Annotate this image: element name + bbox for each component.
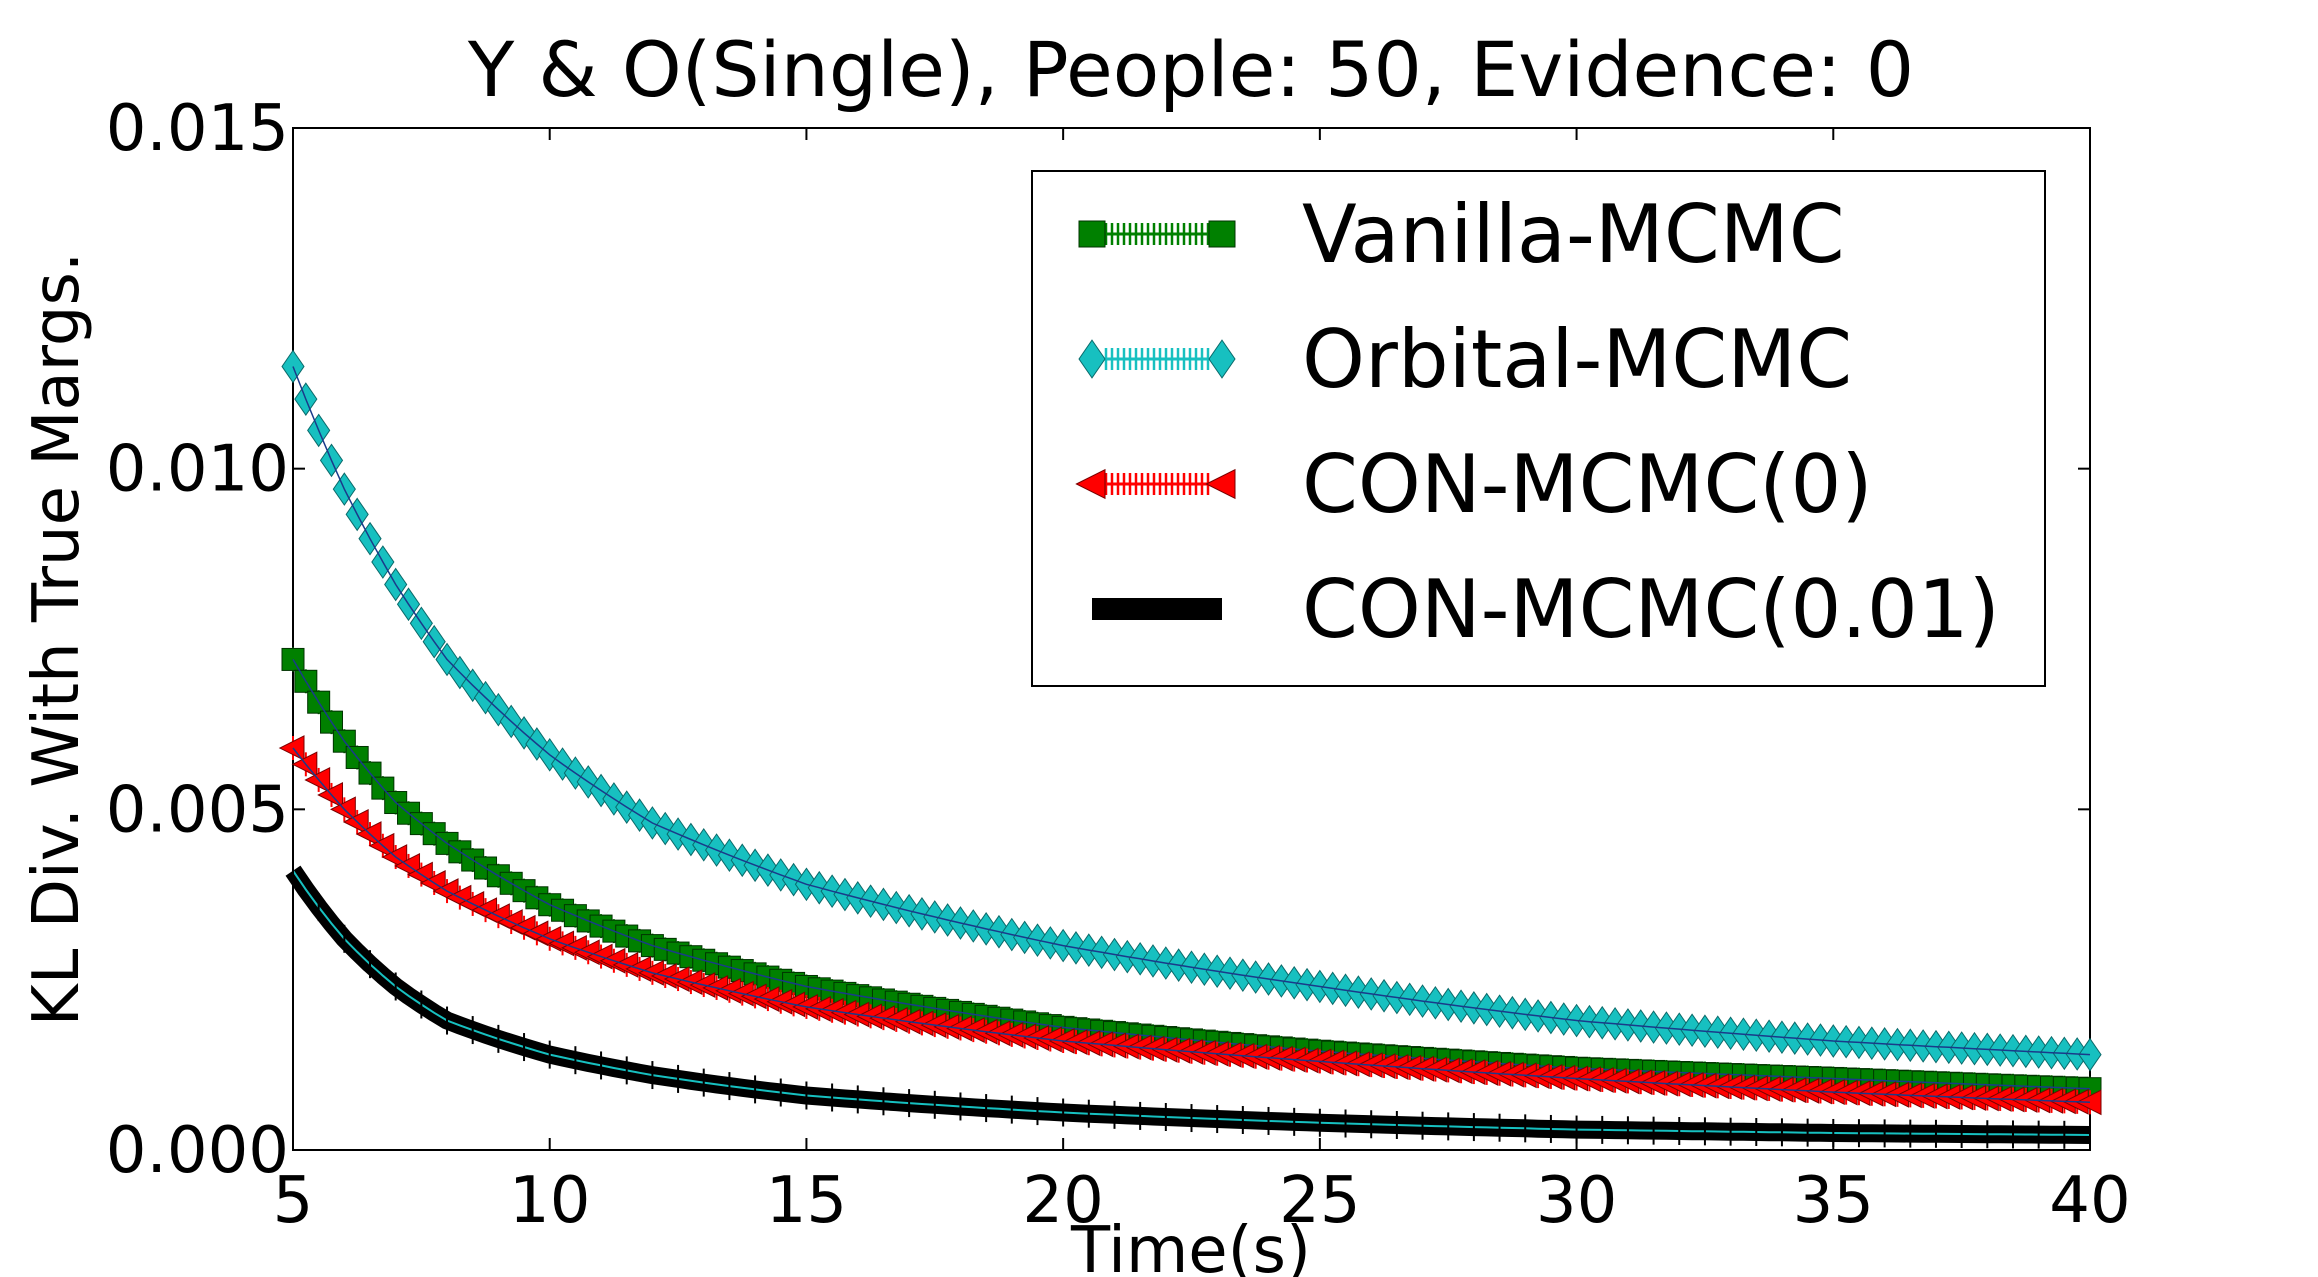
x-tick-label: 40 bbox=[2049, 1164, 2130, 1238]
legend-label: CON-MCMC(0.01) bbox=[1302, 563, 2000, 656]
y-axis-ticks: 0.000 0.005 0.010 0.015 bbox=[106, 92, 2090, 1188]
legend-marker bbox=[1078, 220, 1106, 248]
y-tick-label: 0.015 bbox=[106, 92, 289, 166]
legend-marker bbox=[1208, 339, 1236, 379]
series-line bbox=[292, 366, 2091, 1056]
data-point bbox=[330, 796, 356, 823]
x-tick-label: 30 bbox=[1536, 1164, 1617, 1238]
plot-area: 5 10 15 20 25 30 35 40 0.000 0.005 0.010 0.015 bbox=[106, 92, 2131, 1238]
series-layer bbox=[278, 349, 2102, 1150]
legend-entry: CON-MCMC(0.01) bbox=[1092, 563, 2000, 656]
y-axis-label: KL Div. With True Margs. bbox=[20, 252, 94, 1027]
plot-frame bbox=[292, 127, 2091, 1151]
series-con-mcmc-0-01- bbox=[285, 856, 2091, 1150]
x-tick-label: 35 bbox=[1793, 1164, 1874, 1238]
legend-entry: Orbital-MCMC bbox=[1078, 313, 1852, 406]
x-tick-label: 15 bbox=[766, 1164, 847, 1238]
legend-label: Orbital-MCMC bbox=[1302, 313, 1852, 406]
x-tick-label: 20 bbox=[1022, 1164, 1103, 1238]
legend-entry: CON-MCMC(0) bbox=[1075, 438, 1873, 531]
y-tick-label: 0.010 bbox=[106, 433, 289, 507]
legend-marker bbox=[1075, 468, 1106, 500]
chart-title: Y & O(Single), People: 50, Evidence: 0 bbox=[467, 25, 1914, 114]
series-line bbox=[292, 747, 2091, 1104]
legend-marker bbox=[1208, 220, 1236, 248]
x-tick-label: 10 bbox=[509, 1164, 590, 1238]
legend-label: CON-MCMC(0) bbox=[1302, 438, 1873, 531]
legend-entry: Vanilla-MCMC bbox=[1078, 188, 1845, 281]
x-axis-ticks: 5 10 15 20 25 30 35 40 bbox=[273, 128, 2131, 1238]
data-point bbox=[2078, 1037, 2102, 1072]
data-point bbox=[281, 349, 305, 384]
data-point bbox=[342, 809, 369, 835]
legend-marker bbox=[1205, 468, 1236, 500]
legend-label: Vanilla-MCMC bbox=[1302, 188, 1845, 281]
x-tick-label: 5 bbox=[273, 1164, 314, 1238]
legend-entries: Vanilla-MCMC Orbital-MCMC CON-MCMC(0) CON-M… bbox=[1075, 188, 2000, 656]
legend: Vanilla-MCMC Orbital-MCMC CON-MCMC(0) CON-M… bbox=[1031, 170, 2046, 687]
series-orbital-mcmc bbox=[281, 349, 2102, 1072]
x-tick-label: 25 bbox=[1279, 1164, 1360, 1238]
y-tick-label: 0.000 bbox=[106, 1114, 289, 1188]
legend-marker bbox=[1078, 339, 1106, 379]
series-con-mcmc-0- bbox=[278, 735, 2102, 1116]
y-tick-label: 0.005 bbox=[106, 773, 289, 847]
x-axis-label: Time(s) bbox=[1070, 1214, 1311, 1277]
